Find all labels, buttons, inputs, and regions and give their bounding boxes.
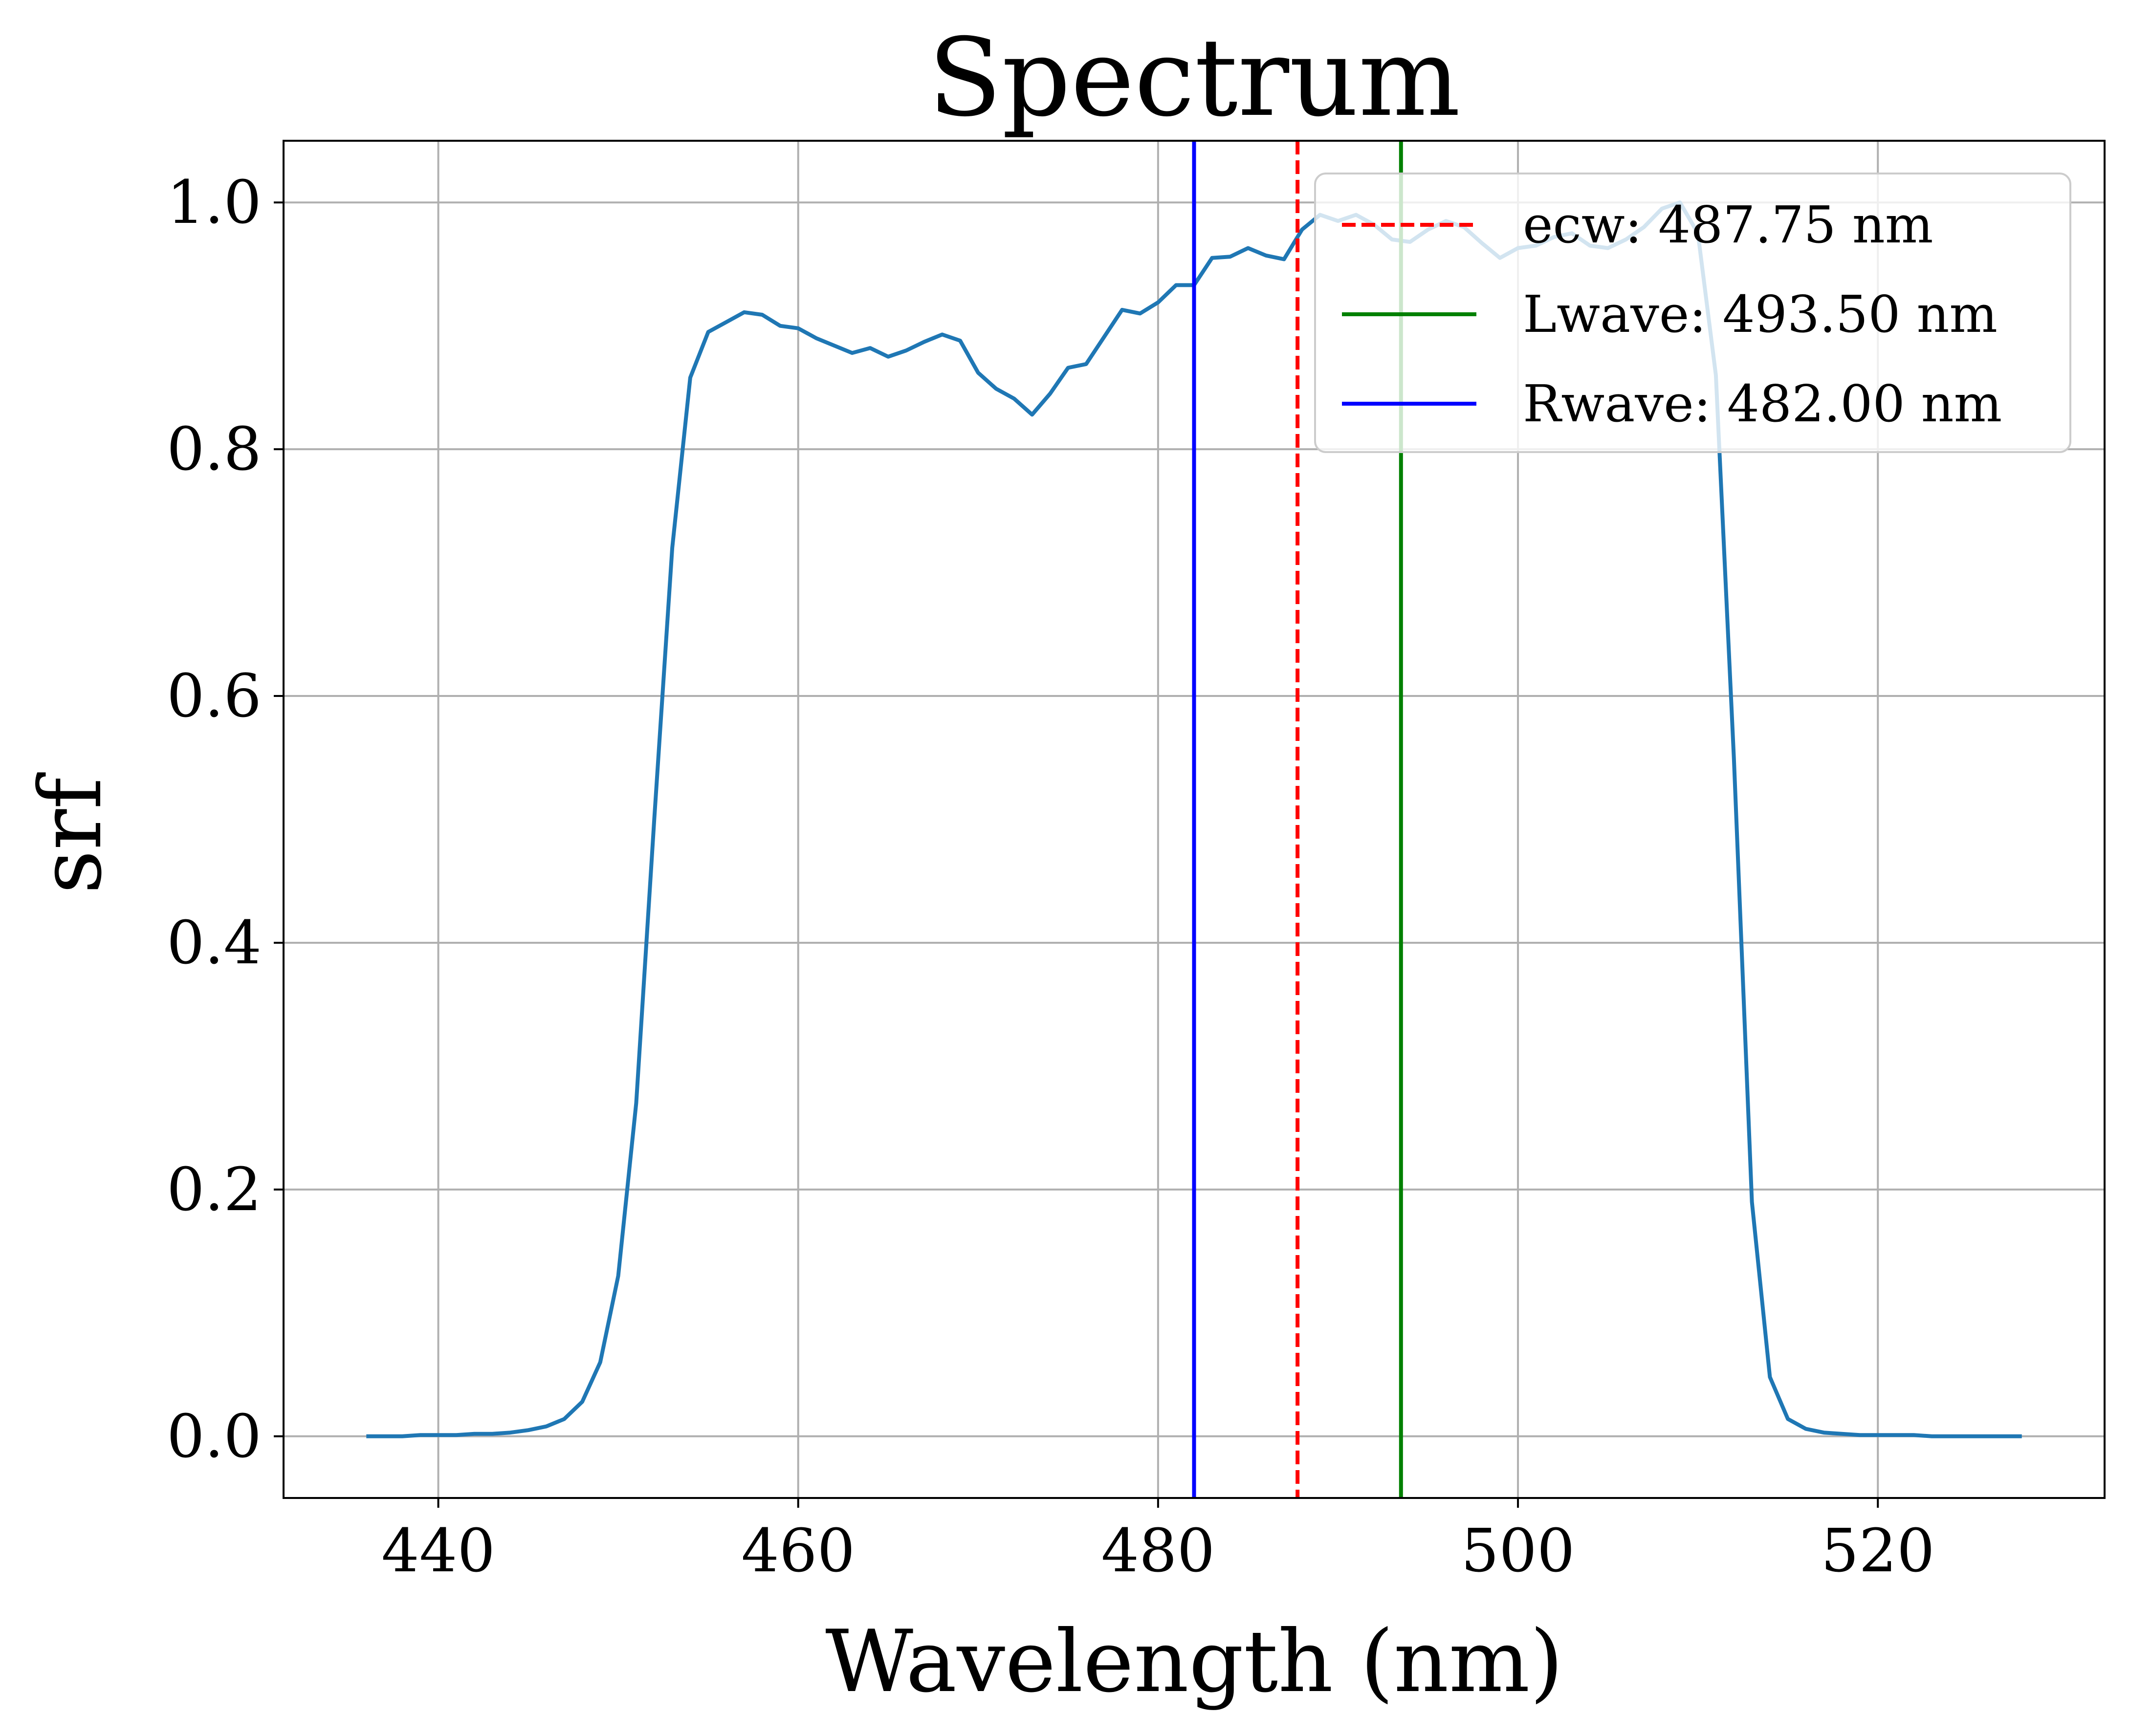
y-tick-label: 0.2 [167,1155,262,1224]
y-tick-label: 1.0 [167,168,262,237]
y-tick-label: 0.8 [167,414,262,484]
x-tick-label: 440 [381,1516,495,1585]
legend-box [1314,173,2071,453]
x-tick-label: 500 [1461,1516,1575,1585]
x-tick-label: 460 [741,1516,855,1585]
axes-frame [283,140,2106,1499]
y-tick-label: 0.0 [167,1402,262,1471]
x-tick-label: 520 [1821,1516,1935,1585]
ecw-legend-label: ecw: 487.75 nm [1523,195,1933,255]
legend[interactable]: ecw: 487.75 nm Lwave: 493.50 nm Rwave: 482… [1314,173,2071,453]
lwave-legend-label: Lwave: 493.50 nm [1523,284,1998,344]
y-axis-label: srf [22,772,121,894]
y-tick-label: 0.6 [167,661,262,731]
x-tick-label: 480 [1101,1516,1215,1585]
chart-title: Spectrum [928,15,1461,140]
y-tick-label: 0.4 [167,908,262,977]
ticks: 440 460 480 500 520 0.0 0.2 0.4 0.6 0.8 1.0 [167,168,1935,1585]
rwave-legend-label: Rwave: 482.00 nm [1523,374,2002,434]
x-axis-label: Wavelength (nm) [825,1612,1563,1712]
